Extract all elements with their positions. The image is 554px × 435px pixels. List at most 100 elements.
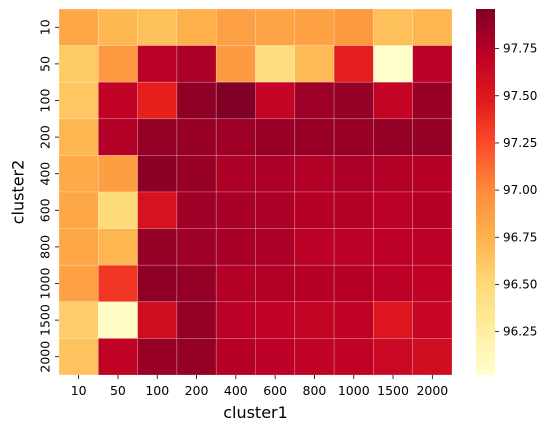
heatmap-cell xyxy=(412,45,453,83)
heatmap-cell xyxy=(373,228,413,266)
heatmap-cell xyxy=(294,338,335,376)
heatmap-cell xyxy=(412,228,453,266)
heatmap-cell xyxy=(294,8,335,46)
y-tick-label: 400 xyxy=(38,162,53,186)
heatmap-cell xyxy=(137,81,178,120)
heatmap-cell xyxy=(255,8,296,46)
y-axis-label: cluster2 xyxy=(9,160,28,225)
heatmap-cell xyxy=(215,81,256,120)
x-tick-label: 1000 xyxy=(338,383,370,398)
heatmap-cell xyxy=(333,81,374,120)
colorbar: 96.25 96.50 96.75 97.00 97.25 97.50 97.75 xyxy=(476,9,537,375)
heatmap-cell xyxy=(333,301,374,339)
heatmap-cell xyxy=(137,191,178,229)
heatmap-cell xyxy=(176,228,217,266)
y-tick-label: 1000 xyxy=(38,268,53,300)
x-tick-label: 100 xyxy=(145,383,169,398)
heatmap-cell xyxy=(255,81,296,120)
heatmap-cell xyxy=(98,338,138,376)
heatmap-cell xyxy=(176,45,217,83)
heatmap-cell xyxy=(294,45,335,83)
y-tick-label: 2000 xyxy=(38,341,53,373)
heatmap-cell xyxy=(373,338,413,376)
heatmap-cell xyxy=(333,191,374,229)
heatmap-cell xyxy=(333,45,374,83)
y-tick-label: 100 xyxy=(38,89,53,113)
heatmap-cell xyxy=(176,338,217,376)
heatmap-cell xyxy=(373,264,413,303)
heatmap-cell xyxy=(412,8,453,46)
heatmap-cell xyxy=(98,45,138,83)
heatmap-cell xyxy=(137,155,178,193)
heatmap-cell xyxy=(137,45,178,83)
x-tick-label: 200 xyxy=(185,383,209,398)
x-tick-label: 10 xyxy=(71,383,87,398)
heatmap-cell xyxy=(255,118,296,156)
heatmap-cell xyxy=(255,228,296,266)
colorbar-tick-label: 97.00 xyxy=(503,183,537,197)
heatmap-cell xyxy=(412,191,453,229)
heatmap-cell xyxy=(333,228,374,266)
heatmap-cell xyxy=(176,8,217,46)
y-tick-label: 800 xyxy=(38,235,53,259)
heatmap-cell xyxy=(58,191,99,229)
heatmap-cell xyxy=(215,338,256,376)
heatmap-cell xyxy=(98,264,138,303)
heatmap-cell xyxy=(373,8,413,46)
heatmap-cell xyxy=(294,191,335,229)
heatmap-cell xyxy=(215,155,256,193)
heatmap-cell xyxy=(373,118,413,156)
y-tick-label: 200 xyxy=(38,125,53,149)
heatmap-cell xyxy=(58,8,99,46)
heatmap-cell xyxy=(176,301,217,339)
heatmap-cell xyxy=(215,228,256,266)
heatmap-cell xyxy=(176,191,217,229)
colorbar-tick-label: 96.25 xyxy=(503,325,537,339)
heatmap-cell xyxy=(294,301,335,339)
heatmap-cell xyxy=(58,155,99,193)
heatmap-cell xyxy=(137,8,178,46)
heatmap-cell xyxy=(98,301,138,339)
heatmap-cell xyxy=(333,118,374,156)
heatmap-cell xyxy=(373,45,413,83)
colorbar-tick-label: 97.50 xyxy=(503,89,537,103)
heatmap-cell xyxy=(98,8,138,46)
heatmap-cell xyxy=(176,81,217,120)
colorbar-tick-label: 96.50 xyxy=(503,277,537,291)
heatmap-cell xyxy=(98,228,138,266)
heatmap-cell xyxy=(137,264,178,303)
heatmap-cell xyxy=(373,155,413,193)
x-tick-labels: 10 50 100 200 400 600 800 1000 1500 2000 xyxy=(71,375,448,398)
x-tick-label: 2000 xyxy=(416,383,448,398)
x-tick-label: 800 xyxy=(303,383,327,398)
heatmap-cell xyxy=(412,264,453,303)
heatmap-cell xyxy=(255,338,296,376)
heatmap-cell xyxy=(98,155,138,193)
heatmap-cell xyxy=(215,264,256,303)
y-tick-label: 1500 xyxy=(38,304,53,336)
heatmap-cell xyxy=(58,228,99,266)
heatmap-cell xyxy=(98,191,138,229)
heatmap-cell xyxy=(412,338,453,376)
heatmap-cell xyxy=(255,45,296,83)
y-tick-labels: 10 50 100 200 400 600 800 1000 1500 2000 xyxy=(38,19,59,373)
heatmap-cell xyxy=(255,191,296,229)
heatmap-cell xyxy=(58,338,99,376)
heatmap-cell xyxy=(333,264,374,303)
heatmap-cell xyxy=(58,264,99,303)
heatmap-cell xyxy=(333,155,374,193)
heatmap-cell xyxy=(294,228,335,266)
heatmap-cell xyxy=(137,338,178,376)
heatmap-cell xyxy=(58,118,99,156)
heatmap-cell xyxy=(333,338,374,376)
heatmap-cell xyxy=(373,81,413,120)
heatmap-cell xyxy=(58,45,99,83)
x-tick-label: 50 xyxy=(110,383,126,398)
heatmap-cell xyxy=(137,301,178,339)
heatmap-cell xyxy=(255,264,296,303)
heatmap-cell xyxy=(294,264,335,303)
heatmap-cell xyxy=(215,118,256,156)
x-tick-label: 1500 xyxy=(377,383,409,398)
heatmap-cell xyxy=(176,264,217,303)
